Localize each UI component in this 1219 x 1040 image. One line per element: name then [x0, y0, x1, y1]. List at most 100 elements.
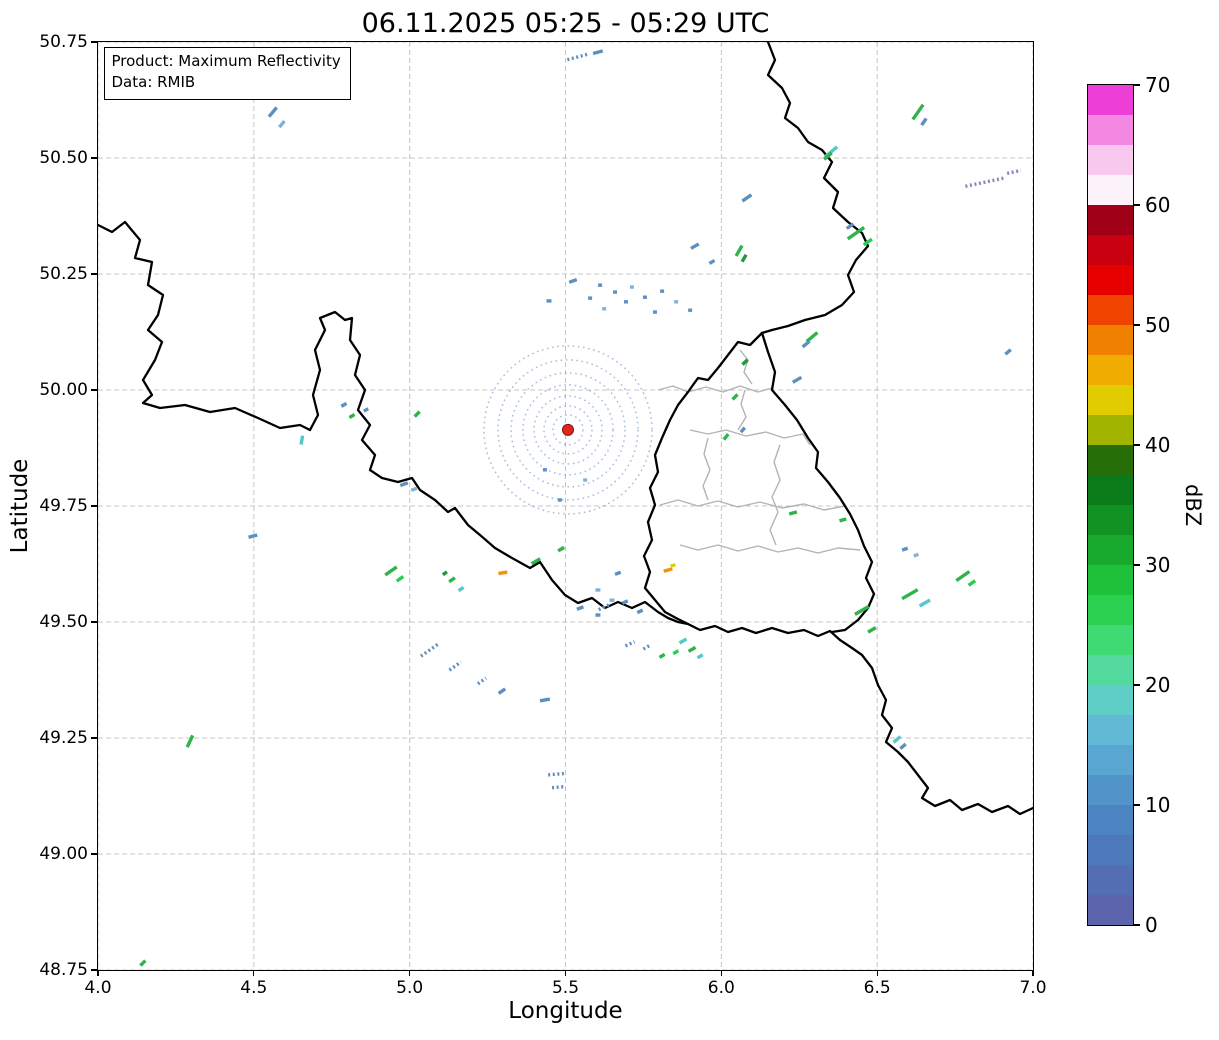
radar-echo: [721, 432, 730, 441]
radar-echo: [838, 516, 847, 522]
x-tick-label: 5.0: [396, 978, 424, 998]
colorbar-segment: [1087, 444, 1133, 475]
radar-echo: [457, 585, 465, 592]
y-tick-mark: [91, 737, 97, 739]
colorbar-tick-label: 40: [1145, 433, 1171, 457]
colorbar-tick-mark: [1133, 444, 1140, 446]
radar-echo: [669, 562, 676, 568]
radar-echo: [621, 598, 628, 605]
y-tick-label: 48.75: [39, 960, 88, 980]
y-tick-label: 50.25: [39, 264, 88, 284]
radar-site-marker: [561, 423, 574, 436]
radar-echo: [919, 117, 928, 126]
radar-echo: [556, 545, 565, 552]
radar-echo: [910, 103, 925, 120]
x-tick-label: 5.5: [551, 978, 580, 998]
radar-echo: [912, 552, 919, 558]
y-tick-mark: [91, 853, 97, 855]
colorbar-segment: [1087, 144, 1133, 175]
y-tick-mark: [91, 389, 97, 391]
y-tick-label: 49.25: [39, 728, 88, 748]
radar-clutter-ring: [532, 394, 603, 465]
colorbar-tick-label: 60: [1145, 193, 1171, 217]
colorbar-tick-label: 10: [1145, 793, 1171, 817]
radar-echo: [740, 357, 749, 366]
radar-echo: [447, 575, 456, 583]
radar-echo: [788, 509, 797, 516]
radar-echo: [866, 625, 877, 634]
colorbar-tick-mark: [1133, 204, 1140, 206]
radar-echo: [918, 598, 931, 607]
x-tick-mark: [1032, 970, 1034, 976]
radar-echo: [412, 409, 421, 418]
radar-echo: [362, 406, 369, 413]
radar-echo: [791, 375, 802, 384]
colorbar-segment: [1087, 384, 1133, 415]
radar-echo: [624, 639, 635, 647]
radar-echo: [708, 258, 715, 265]
radar-echo: [383, 565, 398, 576]
district-border: [659, 498, 845, 511]
figure-title: 06.11.2025 05:25 - 05:29 UTC: [361, 8, 770, 39]
radar-echo: [696, 652, 704, 659]
colorbar-gradient: [1087, 84, 1133, 925]
radar-clutter-ring: [551, 413, 584, 446]
radar-echo: [566, 51, 589, 61]
colorbar-tick-label: 30: [1145, 553, 1171, 577]
colorbar-segment: [1087, 174, 1133, 205]
x-tick-label: 6.0: [707, 978, 735, 998]
district-border: [701, 437, 711, 500]
colorbar-tick-label: 0: [1145, 913, 1158, 937]
district-border: [657, 384, 772, 393]
map-plot-area: Product: Maximum Reflectivity Data: RMIB: [96, 40, 1034, 971]
y-tick-mark: [91, 505, 97, 507]
radar-echo: [399, 480, 408, 487]
radar-map-canvas: [97, 41, 1033, 970]
radar-echo: [801, 339, 811, 348]
colorbar-segment: [1087, 714, 1133, 745]
colorbar-segment: [1087, 234, 1133, 265]
x-tick-mark: [253, 970, 255, 976]
colorbar-segment: [1087, 564, 1133, 595]
colorbar-segment: [1087, 504, 1133, 535]
radar-echo: [185, 734, 194, 748]
radar-echo: [845, 222, 854, 230]
district-border: [689, 428, 811, 445]
radar-echo: [967, 578, 976, 587]
radar-echo: [964, 175, 1005, 188]
radar-echo: [1006, 168, 1021, 175]
colorbar-segment: [1087, 324, 1133, 355]
radar-echo: [568, 277, 577, 284]
radar-echo: [954, 569, 970, 582]
colorbar-tick-mark: [1133, 324, 1140, 326]
annotation-data-source: Data: RMIB: [111, 73, 196, 92]
radar-echo: [277, 119, 286, 128]
colorbar-segment: [1087, 474, 1133, 505]
annotation-product: Product: Maximum Reflectivity: [111, 51, 341, 70]
y-tick-label: 49.00: [39, 844, 88, 864]
radar-echo: [476, 676, 487, 685]
radar-echo: [636, 608, 643, 614]
colorbar: [1086, 83, 1134, 926]
radar-echo: [441, 569, 448, 576]
radar-echo: [539, 696, 550, 702]
radar-echo: [689, 241, 700, 250]
y-tick-mark: [91, 273, 97, 275]
colorbar-tick-mark: [1133, 804, 1140, 806]
radar-echo: [551, 784, 564, 789]
radar-echo: [613, 570, 621, 576]
y-tick-label: 50.75: [39, 32, 88, 52]
colorbar-segment: [1087, 294, 1133, 325]
colorbar-tick-label: 70: [1145, 73, 1171, 97]
x-tick-mark: [409, 970, 411, 976]
radar-echo: [298, 434, 304, 445]
radar-echo: [898, 742, 907, 750]
y-tick-mark: [91, 157, 97, 159]
district-border: [679, 543, 860, 554]
colorbar-tick-mark: [1133, 924, 1140, 926]
colorbar-segment: [1087, 84, 1133, 115]
colorbar-tick-label: 20: [1145, 673, 1171, 697]
radar-echo: [575, 604, 584, 611]
radar-echo: [410, 486, 417, 492]
radar-clutter-ring: [496, 358, 639, 501]
